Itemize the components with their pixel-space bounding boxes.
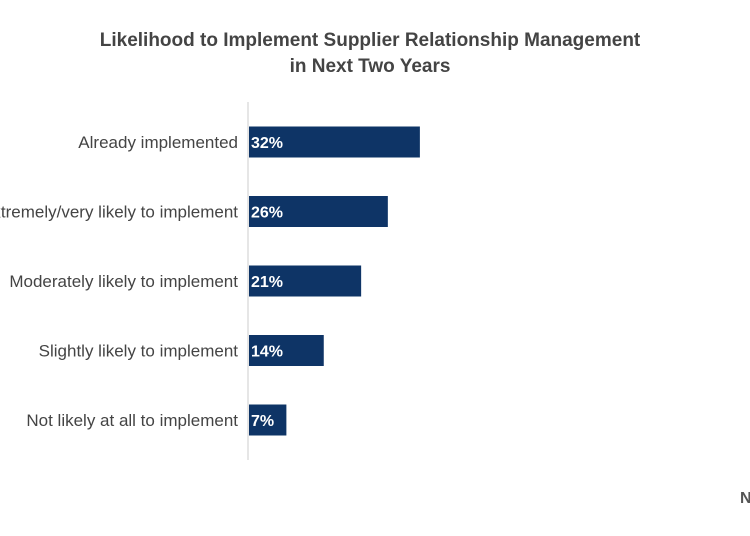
bar xyxy=(249,196,388,227)
chart-title-line-2: in Next Two Years xyxy=(289,56,451,77)
bar xyxy=(249,265,362,297)
chart-title: Likelihood to Implement Supplier Relatio… xyxy=(0,28,740,80)
bar xyxy=(249,335,324,366)
chart-title-line-1: Likelihood to Implement Supplier Relatio… xyxy=(99,30,641,51)
data-label: 32% xyxy=(251,135,283,152)
data-label: 14% xyxy=(251,344,283,361)
footer-note-fragment: N xyxy=(740,490,750,507)
data-label: 21% xyxy=(251,274,283,291)
data-label: 26% xyxy=(251,205,283,222)
category-label: Not likely at all to implement xyxy=(26,411,238,430)
category-label: Moderately likely to implement xyxy=(9,272,238,291)
data-label: 7% xyxy=(251,413,274,430)
category-label: Slightly likely to implement xyxy=(39,342,239,361)
category-label: Extremely/very likely to implement xyxy=(0,203,238,222)
bar xyxy=(249,404,287,436)
category-label: Already implemented xyxy=(78,133,238,152)
bar xyxy=(249,126,420,158)
